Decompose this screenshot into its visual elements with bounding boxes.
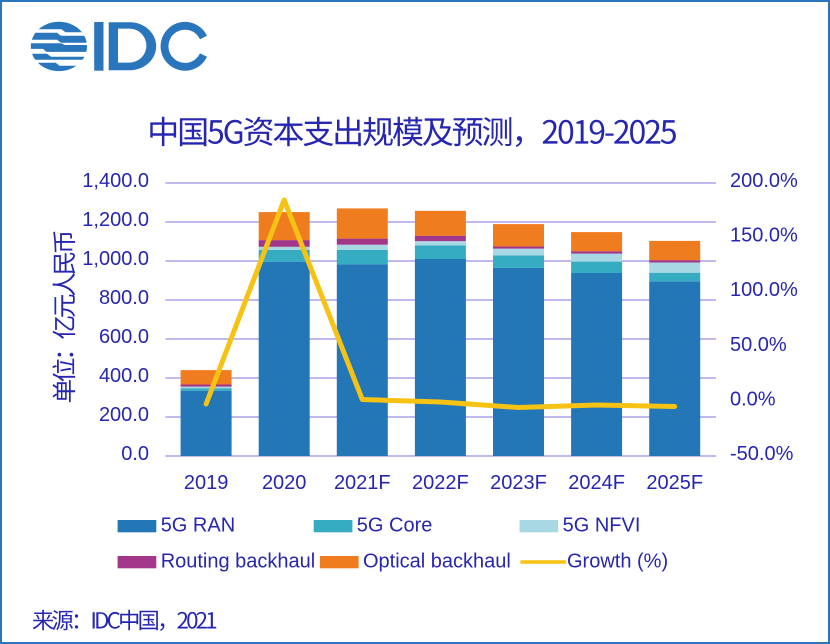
svg-text:0.0%: 0.0%	[730, 388, 776, 410]
svg-text:800.0: 800.0	[99, 287, 149, 309]
svg-text:50.0%: 50.0%	[730, 334, 787, 356]
svg-text:2024F: 2024F	[568, 472, 625, 494]
svg-text:-50.0%: -50.0%	[730, 443, 794, 465]
svg-text:600.0: 600.0	[99, 326, 149, 348]
svg-text:Growth (%): Growth (%)	[567, 551, 668, 573]
svg-text:Routing backhaul: Routing backhaul	[161, 551, 316, 573]
svg-text:2023F: 2023F	[490, 472, 547, 494]
svg-text:200.0%: 200.0%	[730, 170, 798, 192]
svg-text:5G RAN: 5G RAN	[161, 515, 235, 537]
svg-text:5G NFVI: 5G NFVI	[563, 515, 641, 537]
svg-text:1,200.0: 1,200.0	[82, 209, 149, 231]
svg-text:2020: 2020	[262, 472, 307, 494]
svg-text:1,400.0: 1,400.0	[82, 170, 149, 192]
svg-text:100.0%: 100.0%	[730, 279, 798, 301]
svg-text:2019: 2019	[184, 472, 229, 494]
svg-text:2025F: 2025F	[646, 472, 703, 494]
svg-text:150.0%: 150.0%	[730, 225, 798, 247]
svg-text:1,000.0: 1,000.0	[82, 248, 149, 270]
svg-text:2022F: 2022F	[412, 472, 469, 494]
svg-text:Optical backhaul: Optical backhaul	[363, 551, 511, 573]
svg-text:0.0: 0.0	[121, 443, 149, 465]
svg-text:400.0: 400.0	[99, 365, 149, 387]
svg-text:2021F: 2021F	[334, 472, 391, 494]
svg-text:5G Core: 5G Core	[357, 515, 433, 537]
svg-text:200.0: 200.0	[99, 404, 149, 426]
